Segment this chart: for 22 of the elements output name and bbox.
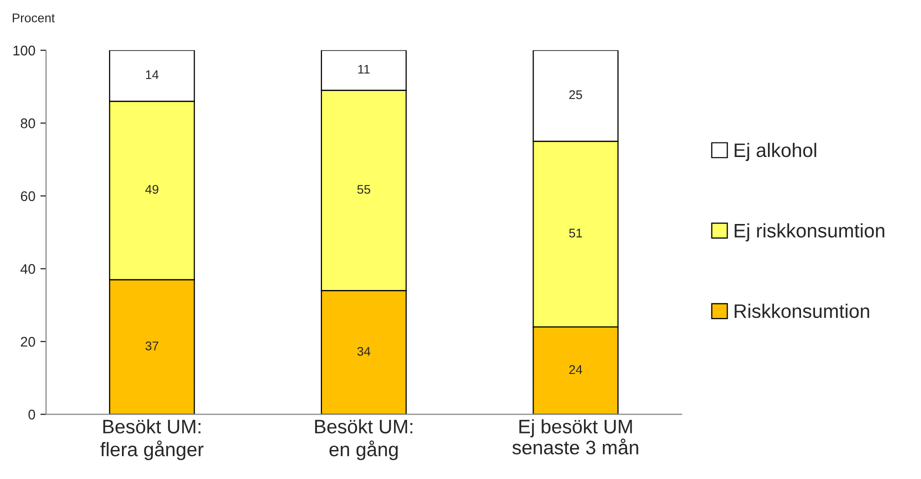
- y-tick-label: 40: [20, 264, 36, 274]
- x-tick-label: Besökt UM: flera gånger: [100, 419, 204, 460]
- data-label: 24: [569, 365, 582, 374]
- data-label: 11: [358, 64, 370, 74]
- data-label: 51: [569, 228, 582, 238]
- data-label: 25: [569, 90, 582, 100]
- y-tick-label: 60: [20, 191, 36, 202]
- x-tick-label: Besökt UM: en gång: [315, 419, 412, 460]
- legend-label: Riskkonsumtion: [734, 304, 870, 318]
- x-tick-label: Ej besökt UM senaste 3 mån: [512, 419, 638, 454]
- y-tick-label: 80: [20, 118, 36, 128]
- data-label: 49: [145, 184, 158, 194]
- data-label: 14: [146, 70, 159, 80]
- data-label: 37: [145, 341, 158, 350]
- y-tick-label: 100: [14, 46, 36, 56]
- y-axis-title: Procent: [12, 14, 55, 22]
- y-tick-label: 0: [28, 410, 36, 420]
- data-label: 34: [357, 346, 370, 356]
- data-label: 55: [357, 185, 370, 194]
- y-tick-label: 20: [20, 336, 36, 347]
- legend-label: Ej alkohol: [734, 142, 816, 161]
- legend-label: Ej riskkonsumtion: [734, 223, 884, 242]
